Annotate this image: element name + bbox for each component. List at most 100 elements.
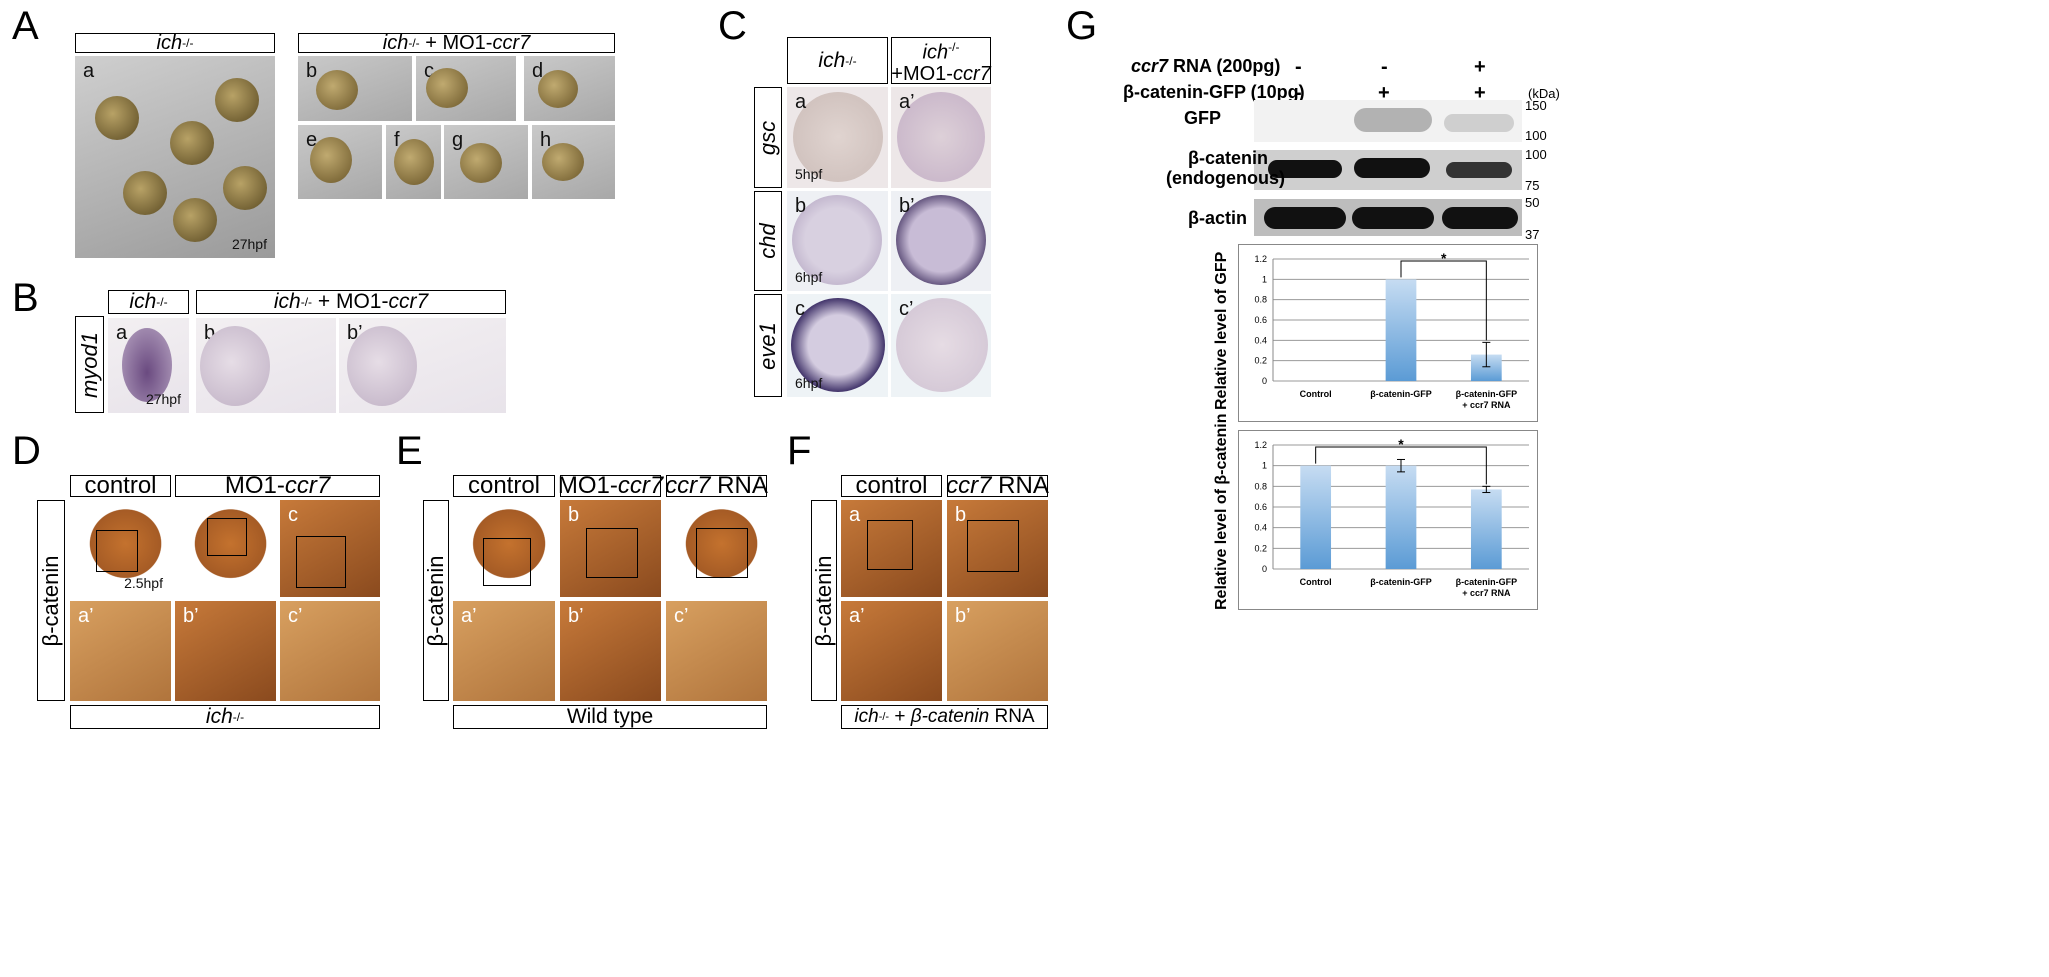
- sublabel: a: [461, 504, 473, 526]
- panel-d-row-label: β-catenin: [37, 500, 65, 701]
- panel-g-condition-1: ccr7 RNA (200pg): [1131, 56, 1280, 77]
- embryo: [542, 143, 584, 181]
- embryo: [792, 195, 882, 285]
- sublabel: c: [674, 504, 684, 526]
- title-text: ccr7: [284, 472, 331, 499]
- sign: +: [1474, 82, 1486, 104]
- title-text: MO1-: [557, 472, 618, 499]
- panel-e-col2-title: MO1- ccr7: [557, 472, 663, 499]
- blot-band: [1354, 158, 1430, 178]
- embryo: [460, 143, 502, 183]
- panel-c-col2-title: ich-/- +MO1-ccr7: [891, 37, 991, 86]
- stage-label: 27hpf: [145, 391, 181, 407]
- title-text: ich: [818, 48, 846, 72]
- title-text: ccr7: [952, 63, 991, 86]
- sublabel: c’: [288, 605, 303, 627]
- panel-c-photo-b: b 6hpf: [787, 191, 888, 291]
- y-tick-label: 0: [1262, 564, 1267, 574]
- zoom-box: [696, 528, 748, 578]
- embryo: [791, 298, 885, 392]
- sublabel: b’: [568, 605, 584, 627]
- condition-text: ccr7: [1131, 56, 1169, 76]
- gene-label: myod1: [76, 331, 102, 398]
- panel-f-row-label: β-catenin: [811, 500, 837, 701]
- y-tick-label: 0.2: [1254, 543, 1267, 553]
- x-tick-label: + ccr7 RNA: [1462, 588, 1511, 598]
- y-tick-label: 0.6: [1254, 315, 1267, 325]
- embryo: [123, 171, 167, 215]
- kda-marker: 50: [1525, 195, 1540, 210]
- sublabel: c’: [674, 605, 689, 627]
- stage-label: 5hpf: [795, 166, 823, 182]
- blot-band: [1352, 207, 1434, 229]
- sublabel: a: [795, 91, 807, 113]
- sublabel: b: [955, 504, 967, 526]
- blot-band: [1264, 207, 1346, 229]
- bar: [1470, 489, 1502, 569]
- y-tick-label: 1: [1262, 461, 1267, 471]
- panel-b-photo-b: b: [196, 318, 336, 413]
- embryo: [215, 78, 259, 122]
- embryo: [223, 166, 267, 210]
- stage-label: 6hpf: [795, 375, 823, 391]
- panel-c-photo-c-prime: c’: [891, 294, 991, 397]
- panel-b-right-title: ich -/- + MO1- ccr7: [196, 290, 506, 314]
- sublabel: c’: [899, 298, 914, 320]
- gene-label: chd: [755, 223, 780, 259]
- title-text: control: [855, 472, 928, 499]
- panel-a-photo-b: b: [298, 56, 412, 121]
- kda-marker: 100: [1525, 128, 1547, 143]
- sublabel: c: [795, 298, 805, 320]
- embryo: [170, 121, 214, 165]
- embryo: [426, 68, 468, 108]
- blot-beta-catenin-label: β-catenin: [1188, 148, 1268, 168]
- y-tick-label: 0.8: [1254, 481, 1267, 491]
- blot-gfp-label: GFP: [1184, 108, 1222, 128]
- embryo: [95, 96, 139, 140]
- y-tick-label: 1: [1262, 274, 1267, 284]
- title-text: ich: [382, 31, 409, 54]
- panel-f-photo-b: b: [947, 500, 1048, 597]
- panel-f-photo-a: a: [841, 500, 942, 597]
- panel-c-photo-c: c 6hpf: [787, 294, 888, 397]
- embryo: [200, 326, 270, 406]
- sublabel: h: [540, 129, 552, 151]
- panel-b-photo-a: a 27hpf: [108, 318, 189, 413]
- chart-gfp: 0 0.2 0.4 0.6 0.8 1 1.2 Control β-catenin-GFP β-c…: [1254, 250, 1529, 410]
- sublabel: b: [183, 504, 195, 526]
- sublabel: b’: [955, 605, 971, 627]
- embryo: [538, 70, 578, 108]
- footer-text: RNA: [989, 706, 1035, 727]
- kda-marker: 100: [1525, 147, 1547, 162]
- zoom-box: [96, 530, 138, 572]
- sublabel: a: [83, 60, 95, 82]
- kda-marker: 75: [1525, 178, 1540, 193]
- panel-c-col1-title: ich -/-: [787, 37, 888, 84]
- x-tick-label: β-catenin-GFP: [1456, 389, 1518, 399]
- panel-d-photo-c-prime: c’: [280, 601, 380, 701]
- blot-beta-catenin-sublabel: (endogenous): [1166, 168, 1285, 188]
- chart-beta-catenin-ylabel: Relative level of β-catenin: [1213, 413, 1230, 611]
- zoom-box: [867, 520, 913, 570]
- embryo: [793, 92, 883, 182]
- bar: [1385, 279, 1417, 381]
- stage-label: 27hpf: [231, 236, 267, 252]
- kda-marker: 150: [1525, 98, 1547, 113]
- blot-beta-actin: [1254, 199, 1522, 236]
- sublabel: a’: [899, 91, 915, 113]
- sign: -: [1295, 82, 1302, 104]
- footer-text: ich: [205, 705, 233, 728]
- panel-e-photo-b-prime: b’: [560, 601, 661, 701]
- sign: -: [1381, 56, 1388, 78]
- stage-label: 6hpf: [795, 269, 823, 285]
- blot-band: [1444, 114, 1514, 132]
- panel-d-photo-b-prime: b’: [175, 601, 276, 701]
- y-tick-label: 0.4: [1254, 335, 1267, 345]
- panel-e-photo-c: c: [666, 500, 767, 597]
- panel-e-photo-a-prime: a’: [453, 601, 555, 701]
- significance-label: *: [1441, 250, 1447, 266]
- embryo: [347, 326, 417, 406]
- y-tick-label: 0: [1262, 376, 1267, 386]
- sublabel: b: [568, 504, 580, 526]
- panel-a-photo-g: g: [444, 125, 528, 199]
